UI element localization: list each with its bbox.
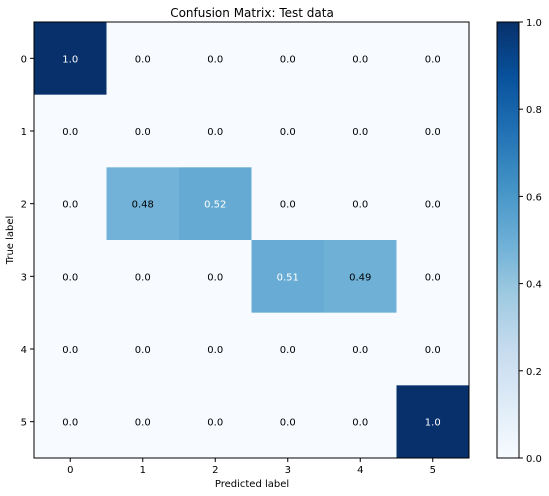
cell-value-label: 0.0 [280,54,296,65]
colorbar-tick-label: 1.0 [526,18,542,29]
chart-title: Confusion Matrix: Test data [170,6,334,20]
cell-value-label: 0.0 [280,345,296,356]
cell-value-label: 0.0 [352,127,368,138]
cell-value-label: 0.51 [277,272,299,283]
cell-value-label: 0.49 [349,272,371,283]
y-tick-label: 5 [21,418,27,429]
cell-value-label: 0.0 [280,200,296,211]
cell-value-label: 0.0 [352,345,368,356]
colorbar-fill [497,22,519,458]
cell-value-label: 0.0 [135,54,151,65]
cell-value-label: 0.0 [425,272,441,283]
x-tick-label: 2 [212,465,218,476]
cell-value-label: 0.0 [352,54,368,65]
cell-value-label: 0.0 [425,345,441,356]
x-tick-label: 0 [67,465,73,476]
cell-value-label: 0.0 [207,272,223,283]
y-tick-label: 3 [21,272,27,283]
cell-value-label: 0.0 [207,345,223,356]
colorbar-tick-label: 0.0 [526,454,542,465]
cell-value-label: 0.0 [62,200,78,211]
y-axis: 0 1 2 3 4 5 [21,54,34,428]
cell-value-label: 0.0 [207,418,223,429]
x-tick-label: 4 [357,465,363,476]
cell-value-label: 1.0 [62,54,78,65]
y-tick-label: 1 [21,127,27,138]
cell-value-label: 0.0 [352,418,368,429]
colorbar-tick-label: 0.2 [526,367,542,378]
cell-value-label: 0.0 [425,127,441,138]
heatmap-cells [34,22,470,459]
cell-value-label: 0.0 [425,54,441,65]
y-tick-label: 2 [21,200,27,211]
x-axis-label: Predicted label [215,479,289,490]
cell-value-label: 0.0 [352,200,368,211]
cell-value-label: 0.0 [62,272,78,283]
x-axis: 0 1 2 3 4 5 [67,458,436,476]
x-tick-label: 3 [285,465,291,476]
cell-value-label: 1.0 [425,418,441,429]
cell-value-label: 0.0 [135,272,151,283]
cell-value-label: 0.0 [280,127,296,138]
y-tick-label: 0 [21,54,27,65]
colorbar-tick-label: 0.4 [526,280,542,291]
x-tick-label: 5 [430,465,436,476]
cell-value-label: 0.0 [425,200,441,211]
colorbar-tick-label: 0.6 [526,192,542,203]
cell-value-label: 0.0 [280,418,296,429]
cell-value-label: 0.0 [135,345,151,356]
cell-value-label: 0.0 [207,127,223,138]
cell-value-label: 0.52 [204,200,226,211]
colorbar-ticks: 0.0 0.2 0.4 0.6 0.8 1.0 [519,18,542,465]
cell-value-label: 0.0 [62,418,78,429]
cell-value-label: 0.0 [62,345,78,356]
cell-value-label: 0.48 [132,200,154,211]
colorbar-tick-label: 0.8 [526,105,542,116]
cell-value-label: 0.0 [135,418,151,429]
y-tick-label: 4 [21,345,27,356]
cell-value-label: 0.0 [135,127,151,138]
x-tick-label: 1 [140,465,146,476]
cell-value-label: 0.0 [207,54,223,65]
y-axis-label: True label [5,216,16,266]
cell-value-label: 0.0 [62,127,78,138]
colorbar: 0.0 0.2 0.4 0.6 0.8 1.0 [497,18,542,465]
